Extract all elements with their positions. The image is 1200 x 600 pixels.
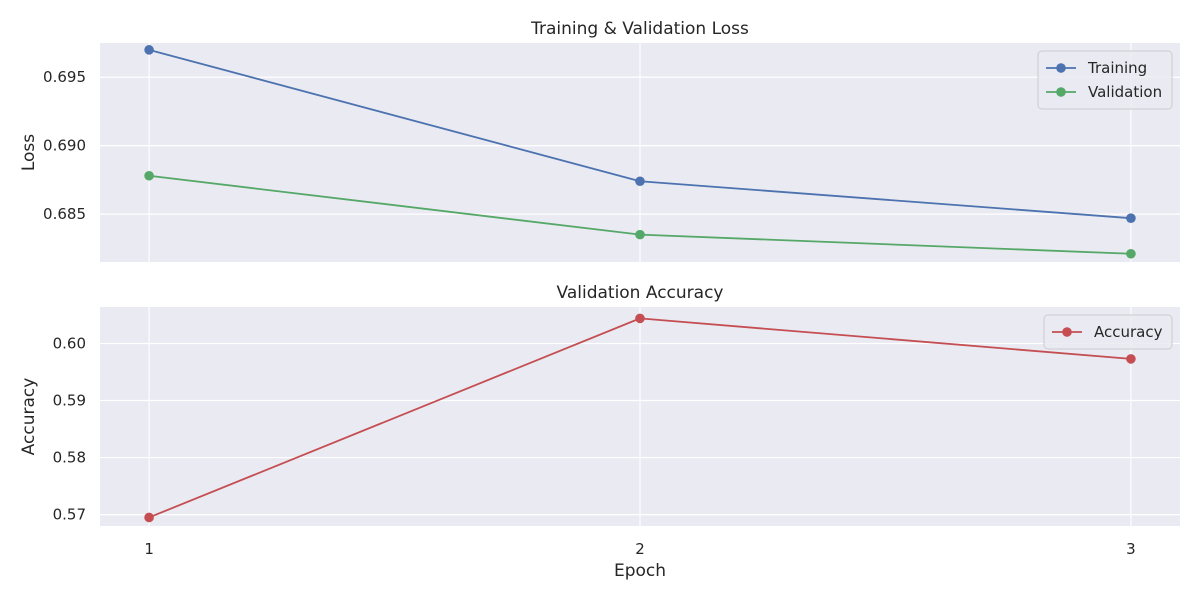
chart-title: Training & Validation Loss bbox=[530, 19, 749, 39]
legend: Training Validation bbox=[1037, 50, 1173, 110]
y-tick-label: 0.59 bbox=[53, 392, 86, 410]
data-point-training bbox=[635, 176, 645, 187]
y-axis-label: Accuracy bbox=[19, 378, 39, 456]
legend-frame bbox=[1043, 314, 1173, 350]
x-tick-label: 1 bbox=[144, 540, 154, 558]
data-point-training bbox=[144, 45, 154, 55]
data-point-accuracy bbox=[635, 313, 645, 324]
y-tick-label: 0.57 bbox=[53, 506, 86, 524]
data-point-validation bbox=[144, 170, 154, 181]
x-tick-label: 2 bbox=[635, 540, 645, 558]
legend-label: Training bbox=[1087, 59, 1147, 77]
data-point-validation bbox=[635, 229, 645, 240]
data-point-training bbox=[1126, 213, 1136, 223]
y-tick-label: 0.690 bbox=[43, 137, 86, 155]
data-point-accuracy bbox=[1126, 354, 1136, 364]
y-tick-label: 0.695 bbox=[43, 68, 86, 86]
accuracy-panel: 0.57 0.58 0.59 0.60 1 2 3 Validation Accuracy Ac… bbox=[19, 283, 1180, 581]
legend-swatch-marker bbox=[1056, 87, 1066, 97]
legend-label: Accuracy bbox=[1094, 323, 1163, 341]
x-axis-label: Epoch bbox=[614, 561, 666, 581]
legend-swatch-marker bbox=[1062, 327, 1072, 337]
legend: Accuracy bbox=[1043, 314, 1173, 350]
data-point-accuracy bbox=[144, 512, 154, 523]
x-tick-label: 3 bbox=[1126, 540, 1136, 558]
data-point-validation bbox=[1126, 248, 1136, 259]
loss-panel: 0.685 0.690 0.695 Training & Validation Los… bbox=[19, 19, 1180, 262]
legend-label: Validation bbox=[1088, 83, 1162, 101]
y-axis-label: Loss bbox=[19, 134, 39, 171]
y-tick-label: 0.58 bbox=[53, 449, 86, 467]
legend-swatch-marker bbox=[1056, 63, 1066, 73]
chart-title: Validation Accuracy bbox=[557, 283, 724, 303]
y-tick-label: 0.60 bbox=[53, 335, 86, 353]
y-tick-label: 0.685 bbox=[43, 205, 86, 223]
legend-frame bbox=[1037, 50, 1173, 110]
